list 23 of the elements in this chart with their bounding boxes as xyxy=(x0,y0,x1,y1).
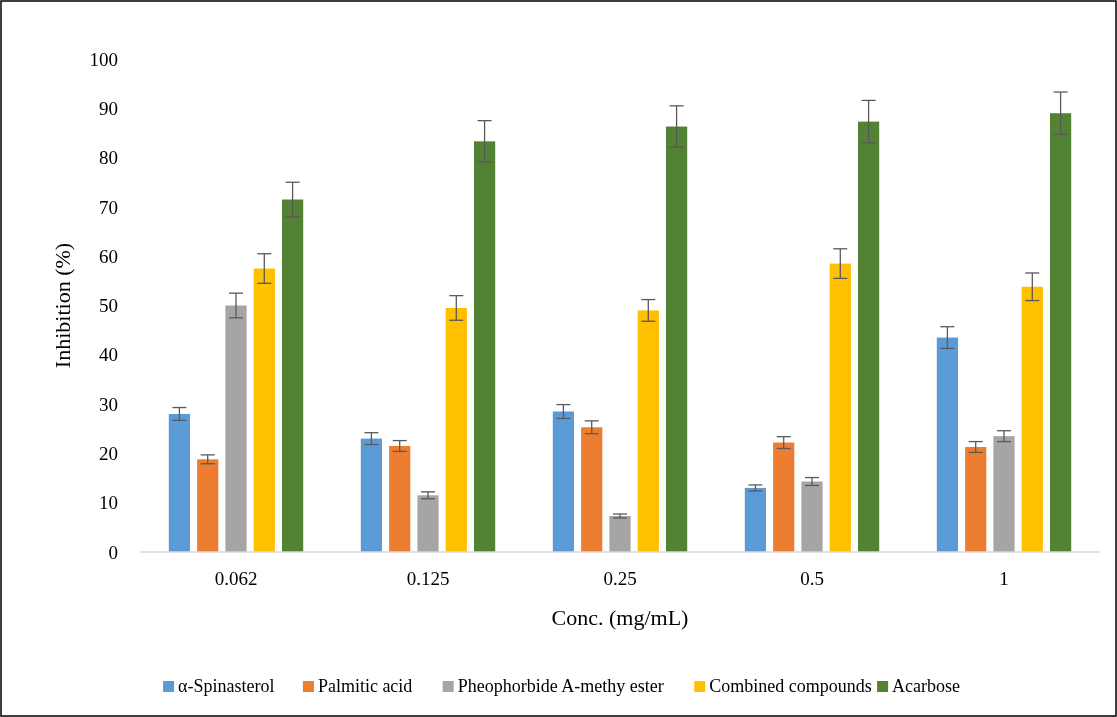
x-tick-label: 0.25 xyxy=(603,568,637,589)
x-tick-label: 0.5 xyxy=(800,568,824,589)
x-tick-label: 0.062 xyxy=(214,568,258,589)
y-tick-label: 10 xyxy=(99,492,118,514)
y-tick-label: 0 xyxy=(108,541,118,563)
y-tick-label: 50 xyxy=(99,295,118,317)
y-axis-title: Inhibition (%) xyxy=(50,242,75,369)
legend-label: Combined compounds xyxy=(709,676,872,696)
y-tick-label: 40 xyxy=(99,344,118,366)
legend-label: Acarbose xyxy=(892,676,961,696)
legend-label: α-Spinasterol xyxy=(178,676,275,696)
y-tick-label: 20 xyxy=(99,443,118,465)
x-tick-label: 1 xyxy=(999,568,1009,589)
y-tick-label: 90 xyxy=(99,97,118,119)
y-tick-label: 70 xyxy=(99,196,118,218)
y-tick-label: 100 xyxy=(89,48,118,70)
legend-label: Pheophorbide A-methy ester xyxy=(457,676,664,696)
y-tick-label: 80 xyxy=(99,147,118,169)
x-tick-label: 0.125 xyxy=(406,568,450,589)
y-tick-label: 60 xyxy=(99,245,118,267)
y-tick-label: 30 xyxy=(99,393,118,415)
x-axis-title: Conc. (mg/mL) xyxy=(551,605,689,630)
legend-label: Palmitic acid xyxy=(317,676,413,696)
